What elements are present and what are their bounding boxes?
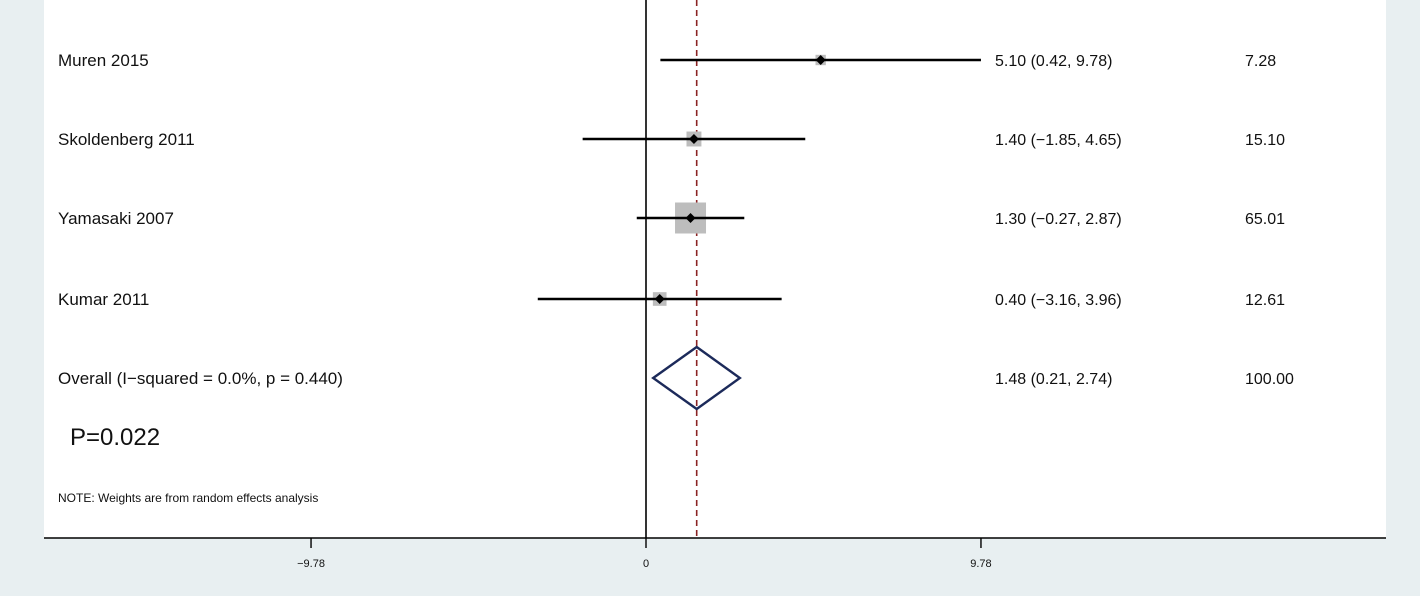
effect-text: 1.40 (−1.85, 4.65) — [995, 132, 1122, 149]
weight-text: 15.10 — [1245, 132, 1285, 149]
effect-text: 5.10 (0.42, 9.78) — [995, 53, 1112, 70]
overall-effect-text: 1.48 (0.21, 2.74) — [995, 371, 1112, 388]
weights-note: NOTE: Weights are from random effects an… — [58, 491, 318, 505]
x-tick-label: −9.78 — [297, 558, 325, 570]
effect-text: 0.40 (−3.16, 3.96) — [995, 292, 1122, 309]
weight-text: 65.01 — [1245, 211, 1285, 228]
weight-text: 12.61 — [1245, 292, 1285, 309]
study-label: Muren 2015 — [58, 51, 149, 70]
point-estimate — [685, 213, 696, 223]
x-tick-label: 9.78 — [970, 558, 991, 570]
study-label: Skoldenberg 2011 — [58, 130, 195, 149]
overall-weight-text: 100.00 — [1245, 371, 1294, 388]
plot-panel — [44, 0, 1386, 538]
study-label: Yamasaki 2007 — [58, 209, 174, 228]
p-value-annotation: P=0.022 — [70, 424, 160, 451]
effect-text: 1.30 (−0.27, 2.87) — [995, 211, 1122, 228]
point-estimate — [654, 294, 665, 304]
x-tick-label: 0 — [643, 558, 649, 570]
study-label: Kumar 2011 — [58, 290, 149, 309]
weight-text: 7.28 — [1245, 53, 1276, 70]
overall-label: Overall (I−squared = 0.0%, p = 0.440) — [58, 369, 343, 388]
point-estimate — [815, 55, 826, 65]
overall-diamond — [651, 345, 742, 411]
point-estimate — [688, 134, 699, 144]
